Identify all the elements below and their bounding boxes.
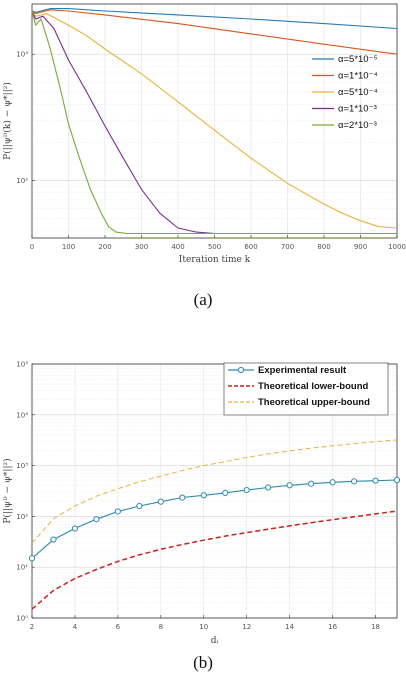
series-line [31, 510, 398, 610]
data-point [136, 502, 143, 510]
series-line [31, 479, 398, 559]
y-tick-label: 10³ [16, 462, 28, 470]
chart-panel-a: 0 100 200 300 400 500 600 700 800 900 1000 10² 10³ It… [2, 3, 406, 309]
legend: α=5*10⁻⁵ α=1*10⁻⁴ α=5*10⁻⁴ α=1*10⁻³ α=2*10⁻³ [312, 54, 378, 131]
legend: Experimental result Theoretical lower-bou… [223, 362, 389, 416]
y-tick-label: 10² [16, 177, 28, 185]
series-line [31, 439, 398, 544]
data-point [308, 480, 315, 487]
legend-frame [223, 362, 389, 416]
y-tick-label: 10⁴ [16, 411, 28, 419]
y-tick-label: 10⁵ [16, 361, 28, 369]
x-tick-label: 800 [317, 243, 330, 251]
x-tick-label: 900 [354, 243, 367, 251]
x-tick-label: 18 [371, 623, 380, 631]
x-tick-label: 400 [171, 243, 184, 251]
legend-label: α=5*10⁻⁴ [338, 87, 378, 98]
data-point [265, 484, 272, 491]
y-tick-label: 10² [16, 513, 28, 521]
series-1 [31, 8, 398, 30]
legend-label: Experimental result [258, 365, 347, 376]
data-point [372, 477, 379, 484]
x-axis-label: dᵢ [211, 636, 219, 646]
legend-marker [237, 366, 245, 374]
legend-label: Theoretical upper-bound [258, 397, 370, 408]
x-tick-label: 16 [328, 623, 337, 631]
x-axis-label: Iteration time k [179, 255, 251, 265]
y-axis-label: P(||ψᴰ − ψ*||²) [2, 458, 13, 523]
data-point [50, 536, 57, 543]
legend-label: Theoretical lower-bound [258, 381, 369, 392]
data-point [28, 555, 36, 562]
x-tick-label: 200 [98, 243, 111, 251]
data-point [393, 476, 401, 484]
series-3 [31, 439, 398, 544]
x-tick-label: 0 [30, 243, 34, 251]
x-tick-label: 2 [30, 623, 34, 631]
series-1 [28, 476, 401, 562]
x-tick-label: 6 [116, 623, 121, 631]
data-point [93, 516, 100, 523]
x-tick-label: 700 [281, 243, 294, 251]
legend-label: α=1*10⁻⁴ [338, 71, 378, 82]
series-2 [31, 9, 398, 55]
x-tick-label: 4 [73, 623, 78, 631]
data-point [329, 479, 336, 486]
x-tick-label: 600 [244, 243, 257, 251]
data-point [157, 498, 164, 505]
x-tick-label: 300 [135, 243, 148, 251]
data-point [71, 525, 79, 532]
data-point [243, 486, 250, 494]
plot-area-frame [31, 363, 398, 619]
x-tick-label: 12 [242, 623, 251, 631]
data-point [200, 492, 207, 499]
x-tick-label: 500 [208, 243, 221, 251]
grid [31, 363, 397, 619]
legend-label: α=1*10⁻³ [338, 104, 377, 115]
legend-label: α=5*10⁻⁵ [338, 54, 378, 65]
chart-panel-b: 2 4 6 8 10 12 14 16 18 10⁰ 10¹ 10² 10³ 10⁴ 10⁵ dᵢ P(||ψᴰ… [2, 361, 401, 672]
x-tick-label: 100 [62, 243, 75, 251]
legend-label: α=2*10⁻³ [338, 120, 377, 131]
y-tick-label: 10¹ [16, 564, 28, 572]
x-tick-label: 10 [199, 623, 208, 631]
y-tick-label: 10⁰ [16, 615, 28, 623]
data-point [179, 494, 186, 501]
figure-caption: (b) [193, 653, 213, 672]
y-axis-label: P(||ψᴰ(k) − ψ*||²) [2, 82, 13, 160]
data-point [350, 478, 358, 485]
series-line [31, 8, 398, 30]
series-3 [31, 10, 398, 229]
series-line [31, 9, 398, 55]
figure-caption: (a) [194, 290, 213, 309]
series-5 [31, 10, 397, 235]
y-tick-label: 10³ [16, 51, 28, 59]
data-point [222, 489, 229, 497]
series-2 [31, 510, 398, 610]
x-tick-label: 1000 [388, 243, 406, 251]
data-point [286, 482, 293, 489]
x-tick-label: 8 [159, 623, 163, 631]
series-line [31, 10, 397, 235]
x-tick-label: 14 [285, 623, 294, 631]
data-point [114, 508, 121, 515]
series-line [31, 10, 398, 229]
